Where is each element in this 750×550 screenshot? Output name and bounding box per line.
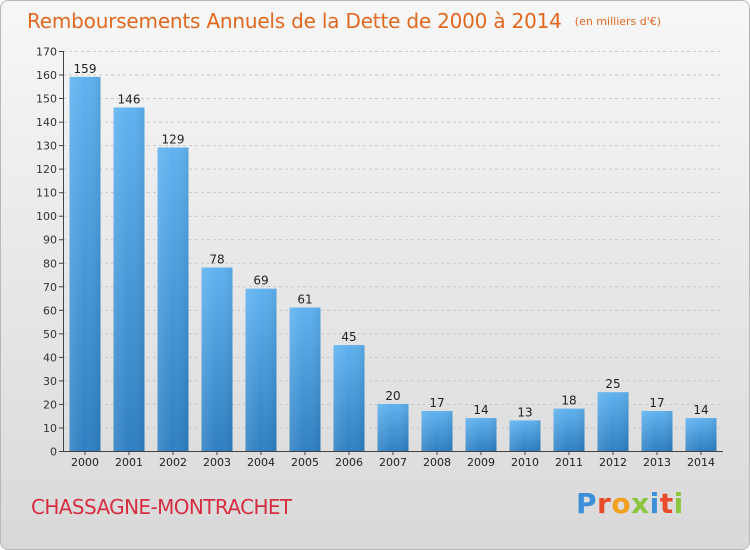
- axis-layer: 0 10 20 30 40 50 60 70 80 90 100 110 120 130 140 150 160…: [36, 46, 723, 469]
- commune-name: CHASSAGNE-MONTRACHET: [31, 495, 292, 519]
- bar-value-label: 146: [118, 92, 141, 106]
- logo-letter: P: [576, 487, 598, 520]
- y-tick-label: 70: [43, 281, 57, 294]
- logo-letter: x: [631, 487, 650, 520]
- logo-letter: r: [597, 487, 612, 520]
- x-tick-label: 2012: [599, 456, 627, 469]
- bar-shine: [553, 408, 585, 451]
- y-tick-label: 20: [43, 398, 57, 411]
- bar-value-label: 159: [74, 62, 97, 76]
- y-tick-label: 130: [36, 140, 57, 153]
- y-tick-label: 160: [36, 69, 57, 82]
- y-tick-label: 100: [36, 210, 57, 223]
- y-tick-label: 10: [43, 422, 57, 435]
- bar-value-label: 14: [473, 403, 488, 417]
- chart-title-block: Remboursements Annuels de la Dette de 20…: [27, 9, 661, 33]
- bar-shine: [69, 76, 101, 451]
- y-tick-label: 170: [36, 46, 57, 59]
- x-tick-label: 2013: [643, 456, 671, 469]
- x-tick-label: 2003: [203, 456, 231, 469]
- y-tick-label: 50: [43, 328, 57, 341]
- bar-value-label: 17: [649, 396, 664, 410]
- bar-shine: [597, 392, 629, 451]
- bar-value-label: 13: [517, 405, 532, 419]
- bar-shine: [289, 307, 321, 451]
- bar-shine: [465, 418, 497, 451]
- logo-letter: i: [649, 487, 660, 520]
- logo-letter: o: [611, 487, 632, 520]
- bar-value-label: 18: [561, 394, 576, 408]
- x-tick-label: 2014: [687, 456, 715, 469]
- bar-shine: [641, 411, 673, 451]
- bar-shine: [157, 147, 189, 451]
- bar-value-label: 69: [253, 274, 268, 288]
- y-tick-label: 0: [50, 446, 57, 459]
- bar-shine: [377, 403, 409, 451]
- y-tick-label: 30: [43, 375, 57, 388]
- x-tick-label: 2002: [159, 456, 187, 469]
- chart-title: Remboursements Annuels de la Dette de 20…: [27, 9, 562, 33]
- x-tick-label: 2010: [511, 456, 539, 469]
- bar-value-label: 129: [162, 132, 185, 146]
- bar-value-label: 61: [297, 292, 312, 306]
- bar-shine: [509, 420, 541, 451]
- x-tick-label: 2006: [335, 456, 363, 469]
- y-tick-label: 140: [36, 116, 57, 129]
- x-tick-label: 2004: [247, 456, 275, 469]
- chart-subtitle: (en milliers d'€): [574, 15, 662, 28]
- bar-shine: [245, 288, 277, 451]
- bar-value-label: 17: [429, 396, 444, 410]
- bar-shine: [421, 411, 453, 451]
- x-tick-label: 2005: [291, 456, 319, 469]
- bar-shine: [113, 107, 145, 452]
- bar-shine: [201, 267, 233, 451]
- bar-layer: [69, 76, 717, 452]
- bar-shine: [333, 345, 365, 451]
- bar-shine: [685, 418, 717, 451]
- x-tick-label: 2008: [423, 456, 451, 469]
- bar-value-label: 20: [385, 389, 400, 403]
- y-tick-label: 120: [36, 163, 57, 176]
- bar-value-label: 45: [341, 330, 356, 344]
- proxiti-logo: Proxiti: [576, 487, 696, 527]
- label-layer: 159 146 129 78 69 61 45 20 17 14 13 18 25 17 14: [74, 62, 709, 420]
- y-tick-label: 40: [43, 351, 57, 364]
- bar-value-label: 25: [605, 377, 620, 391]
- x-tick-label: 2009: [467, 456, 495, 469]
- logo-letter: t: [659, 487, 674, 520]
- y-tick-label: 80: [43, 257, 57, 270]
- logo-letter: i: [673, 487, 684, 520]
- x-tick-label: 2007: [379, 456, 407, 469]
- bar-value-label: 14: [693, 403, 708, 417]
- x-tick-label: 2011: [555, 456, 583, 469]
- y-tick-label: 110: [36, 187, 57, 200]
- x-tick-label: 2001: [115, 456, 143, 469]
- y-tick-label: 60: [43, 304, 57, 317]
- y-tick-label: 90: [43, 234, 57, 247]
- y-tick-label: 150: [36, 93, 57, 106]
- bar-value-label: 78: [209, 252, 224, 266]
- x-tick-label: 2000: [71, 456, 99, 469]
